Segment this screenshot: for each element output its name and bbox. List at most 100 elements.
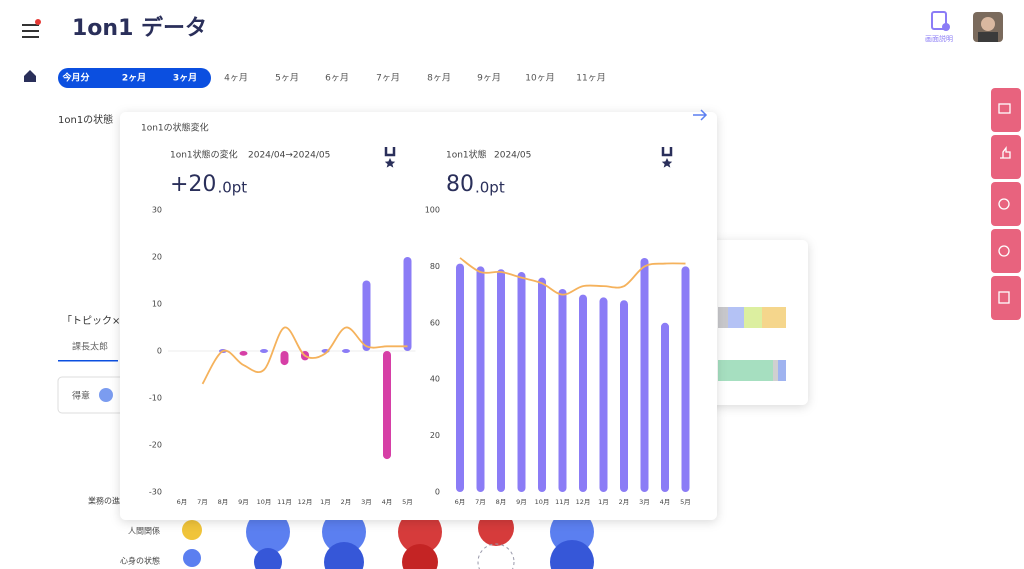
x-tick-label: 7月	[475, 498, 486, 506]
y-tick-label: 30	[152, 206, 162, 215]
chart-period: 2024/04→2024/05	[248, 151, 330, 161]
x-tick-label: 3月	[361, 498, 372, 506]
x-tick-label: 5月	[402, 498, 413, 506]
x-tick-label: 4月	[660, 498, 671, 506]
trend-line	[459, 257, 686, 296]
side-button[interactable]	[991, 135, 1021, 179]
home-icon[interactable]	[24, 70, 36, 82]
bar	[579, 294, 587, 492]
popup-card	[120, 112, 717, 520]
tab[interactable]: 10ヶ月	[525, 73, 554, 84]
chart-title: 1on1状態の変化	[170, 149, 238, 161]
bar	[497, 269, 505, 492]
x-tick-label: 3月	[639, 498, 650, 506]
x-tick-label: 8月	[496, 498, 507, 506]
tab[interactable]: 今月分	[61, 72, 89, 84]
bar	[362, 280, 371, 351]
row-label: 業務の進	[88, 496, 120, 506]
medal-icon	[384, 147, 396, 157]
bar	[476, 266, 485, 492]
section-label: 1on1の状態	[58, 113, 113, 126]
x-tick-label: 10月	[535, 498, 550, 506]
x-tick-label: 10月	[257, 498, 272, 506]
toggle-label: 得意	[72, 390, 90, 402]
bar	[517, 272, 526, 492]
tab[interactable]: 5ヶ月	[275, 73, 299, 84]
tab[interactable]: 3ヶ月	[173, 73, 197, 84]
bar	[620, 300, 628, 492]
y-tick-label: -10	[149, 394, 162, 403]
topic-label: 「トピック×	[62, 315, 120, 327]
tab[interactable]: 6ヶ月	[325, 73, 349, 84]
y-tick-label: 100	[425, 206, 440, 215]
medal-star	[384, 158, 396, 168]
chart-period: 2024/05	[494, 151, 531, 161]
medal-star	[661, 158, 673, 168]
x-tick-label: 9月	[516, 498, 527, 506]
open-arrow[interactable]	[693, 109, 708, 121]
page-title: 1on1 データ	[72, 15, 207, 41]
side-toolbar	[991, 88, 1021, 320]
y-tick-label: 40	[430, 375, 440, 384]
bar	[640, 257, 649, 492]
bar	[383, 351, 391, 460]
x-tick-label: 8月	[218, 498, 229, 506]
bar	[558, 288, 567, 492]
person-tab[interactable]: 課長太郎	[72, 341, 108, 353]
trend-line	[201, 326, 408, 385]
bar	[681, 266, 690, 492]
help-label: 画面説明	[925, 34, 953, 43]
x-tick-label: 11月	[555, 498, 570, 506]
tab-pill	[58, 68, 211, 88]
x-tick-label: 1月	[598, 498, 609, 506]
tab[interactable]: 9ヶ月	[477, 73, 501, 84]
avatar[interactable]	[973, 12, 1003, 42]
tab[interactable]: 11ヶ月	[576, 73, 605, 84]
x-tick-label: 9月	[238, 498, 249, 506]
y-tick-label: -20	[149, 441, 162, 450]
help-button[interactable]: 画面説明	[925, 11, 953, 43]
x-tick-label: 12月	[298, 498, 313, 506]
y-tick-label: 20	[430, 431, 440, 440]
tab[interactable]: 4ヶ月	[224, 73, 248, 84]
chart-title: 1on1状態	[446, 149, 487, 161]
side-button[interactable]	[991, 182, 1021, 226]
y-tick-label: 60	[430, 318, 440, 327]
toggle[interactable]	[99, 388, 113, 402]
x-tick-label: 12月	[576, 498, 591, 506]
tab-underline	[58, 360, 118, 362]
y-tick-label: 80	[430, 262, 440, 271]
tab[interactable]: 2ヶ月	[122, 73, 146, 84]
bar	[239, 351, 248, 356]
x-tick-label: 4月	[382, 498, 393, 506]
tab[interactable]: 8ヶ月	[427, 73, 451, 84]
headline-value: 80	[446, 172, 474, 197]
bar	[661, 322, 669, 492]
row-label: 人間関係	[128, 527, 160, 536]
side-button[interactable]	[991, 276, 1021, 320]
menu-button[interactable]	[22, 19, 41, 38]
row-label: 心身の状態	[120, 556, 160, 566]
bar	[260, 349, 268, 353]
side-button[interactable]	[991, 88, 1021, 132]
x-tick-label: 11月	[277, 498, 292, 506]
x-tick-label: 5月	[680, 498, 691, 506]
bar	[280, 351, 289, 366]
x-tick-label: 2月	[619, 498, 630, 506]
x-tick-label: 1月	[320, 498, 331, 506]
y-tick-label: 0	[435, 488, 440, 497]
medal-icon	[661, 147, 673, 157]
bar	[342, 349, 350, 353]
popup-title: 1on1の状態変化	[141, 122, 209, 134]
tab[interactable]: 7ヶ月	[376, 73, 400, 84]
background-stacked-bars	[718, 307, 786, 381]
bar	[538, 277, 546, 492]
side-button[interactable]	[991, 229, 1021, 273]
headline-value: +20	[170, 172, 216, 197]
bar	[403, 257, 412, 351]
x-tick-label: 6月	[177, 498, 188, 506]
y-tick-label: 0	[157, 347, 162, 356]
background-bubbles	[182, 510, 594, 569]
